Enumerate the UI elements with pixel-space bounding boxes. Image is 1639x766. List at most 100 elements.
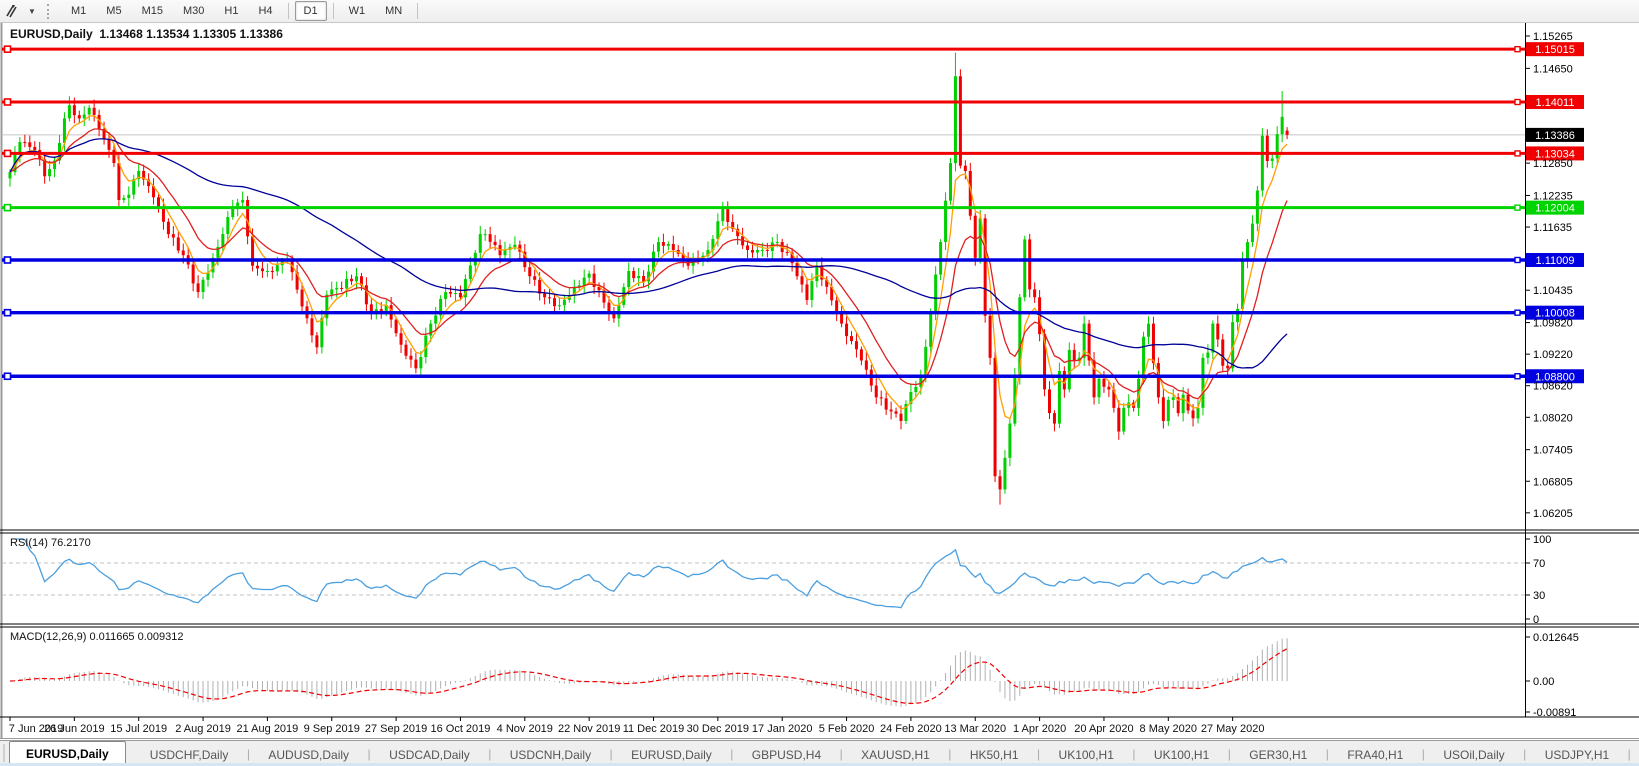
- tab-divider: |: [1421, 747, 1425, 761]
- y-axis-tick: 1.10435: [1533, 285, 1573, 297]
- ma-ema5: [9, 115, 1288, 420]
- x-axis-date: 20 Apr 2020: [1074, 723, 1133, 735]
- y-axis-tick: 1.06205: [1533, 508, 1573, 520]
- hline-handle: [1514, 309, 1521, 316]
- macd-axis-tick: -0.00891: [1533, 707, 1576, 719]
- chart-window[interactable]: EURUSD,Daily 1.13468 1.13534 1.13305 1.1…: [0, 23, 1639, 740]
- timeframe-button-h1[interactable]: H1: [224, 5, 239, 17]
- hline-handle: [3, 308, 12, 317]
- x-axis-date: 27 Sep 2019: [365, 723, 427, 735]
- tab-divider: |: [839, 747, 843, 761]
- timeframe-button-m30[interactable]: M30: [182, 5, 205, 17]
- y-axis-tick: 1.08620: [1533, 381, 1573, 393]
- tab-audusd-daily[interactable]: AUDUSD,Daily: [268, 747, 350, 762]
- y-axis-tick: 1.07405: [1533, 445, 1573, 457]
- window-bottom-strip: [0, 763, 1639, 766]
- x-axis-date: 13 Mar 2020: [944, 723, 1006, 735]
- price-level-badge: [1526, 369, 1584, 384]
- tab-usdcad-daily[interactable]: USDCAD,Daily: [389, 747, 470, 762]
- macd-axis-tick: 0.012645: [1533, 632, 1579, 644]
- chart-symbol: EURUSD,Daily: [10, 27, 93, 41]
- x-axis-date: 7 Jun 2019: [9, 723, 63, 735]
- svg-text:1.15015: 1.15015: [1535, 44, 1575, 56]
- y-axis-tick: 1.06805: [1533, 476, 1573, 488]
- tab-eurusd-daily[interactable]: EURUSD,Daily: [631, 747, 712, 762]
- timeframe-button-mn[interactable]: MN: [385, 5, 403, 17]
- rsi-axis-tick: 30: [1533, 590, 1545, 602]
- tab-usdcnh-daily[interactable]: USDCNH,Daily: [509, 747, 592, 762]
- tab-divider: |: [730, 747, 734, 761]
- tab-xauusd-h1[interactable]: XAUUSD,H1: [861, 747, 930, 762]
- hline-handle: [3, 256, 12, 264]
- macd-histogram: [14, 638, 1288, 707]
- tab-fra40-h1[interactable]: FRA40,H1: [1347, 747, 1404, 762]
- cursor-dropdown-arrow-icon[interactable]: ▼: [28, 6, 36, 16]
- tab-uk100-h1[interactable]: UK100,H1: [1058, 747, 1114, 762]
- tab-divider: |: [1227, 747, 1231, 761]
- macd-name: MACD(12,26,9): [10, 631, 87, 643]
- tabbar-grip[interactable]: [3, 744, 5, 762]
- macd-indicator-label: MACD(12,26,9) 0.011665 0.009312: [10, 631, 183, 643]
- tab-dj30-daily[interactable]: DJ30,Daily: [1633, 744, 1639, 764]
- svg-text:1.08800: 1.08800: [1535, 371, 1575, 383]
- svg-text:1.14011: 1.14011: [1536, 97, 1575, 109]
- svg-text:1.10008: 1.10008: [1535, 308, 1575, 320]
- rsi-axis-tick: 100: [1533, 534, 1551, 546]
- tab-uk100-h1[interactable]: UK100,H1: [1153, 747, 1210, 762]
- x-axis-date: 9 Sep 2019: [304, 723, 360, 735]
- svg-text:1.13034: 1.13034: [1535, 148, 1575, 160]
- y-axis-tick: 1.08020: [1533, 412, 1573, 424]
- hline-handle: [1514, 98, 1521, 106]
- rsi-value: 76.2170: [50, 537, 91, 549]
- tab-divider: |: [1627, 747, 1631, 761]
- svg-text:1.13386: 1.13386: [1535, 130, 1575, 142]
- timeframe-button-h4[interactable]: H4: [258, 5, 273, 17]
- hline-handle: [1514, 204, 1521, 211]
- hline-handle: [1514, 150, 1521, 157]
- toolbar-separator: [332, 3, 334, 19]
- chart-title: EURUSD,Daily 1.13468 1.13534 1.13305 1.1…: [10, 27, 283, 41]
- hline-handle: [3, 98, 12, 106]
- macd-values: 0.011665 0.009312: [89, 631, 184, 643]
- timeframe-button-m1[interactable]: M1: [71, 5, 87, 17]
- current-price-badge: [1526, 127, 1584, 142]
- tab-usdchf-daily[interactable]: USDCHF,Daily: [149, 747, 229, 762]
- timeframe-toolbar: ▼ M1 M5 M15 M30 H1 H4 D1 W1 MN: [0, 0, 1639, 23]
- tab-usoil-daily[interactable]: USOil,Daily: [1443, 747, 1505, 762]
- x-axis-date: 21 Aug 2019: [237, 723, 299, 735]
- y-axis-tick: 1.09220: [1533, 349, 1573, 361]
- timeframe-button-m15[interactable]: M15: [141, 5, 163, 17]
- y-axis-tick: 1.12235: [1533, 190, 1573, 202]
- toolbar-separator: [287, 3, 289, 19]
- timeframe-button-m5[interactable]: M5: [106, 5, 122, 17]
- y-axis-tick: 1.12850: [1533, 158, 1573, 170]
- tab-divider: |: [1132, 747, 1136, 761]
- toolbar-separator: [417, 3, 419, 19]
- price-level-badge: [1526, 95, 1584, 109]
- y-axis-tick: 1.11635: [1533, 222, 1572, 234]
- chart-ohlc-quote: 1.13468 1.13534 1.13305 1.13386: [99, 27, 283, 41]
- chart-cursor-glyph: [6, 5, 17, 18]
- price-level-badge: [1526, 252, 1584, 267]
- svg-text:1.12004: 1.12004: [1535, 203, 1575, 215]
- tab-hk50-h1[interactable]: HK50,H1: [969, 747, 1019, 762]
- tab-divider: |: [1325, 747, 1329, 761]
- svg-text:1.11009: 1.11009: [1536, 255, 1575, 267]
- tab-ger30-h1[interactable]: GER30,H1: [1249, 747, 1308, 762]
- timeframe-button-d1[interactable]: D1: [294, 1, 327, 21]
- hline-handle: [3, 149, 12, 158]
- tab-gbpusd-h4[interactable]: GBPUSD,H4: [751, 747, 822, 762]
- chart-cursor-icon[interactable]: [1, 2, 25, 20]
- toolbar-grip[interactable]: [47, 3, 55, 19]
- price-level-badge: [1526, 305, 1584, 320]
- timeframe-button-w1[interactable]: W1: [348, 5, 366, 17]
- hline-handle: [1514, 373, 1521, 380]
- tab-eurusd-daily[interactable]: EURUSD,Daily: [9, 741, 126, 764]
- x-axis-date: 15 Jul 2019: [110, 723, 167, 735]
- y-axis-tick: 1.09820: [1533, 318, 1573, 330]
- chart-canvas[interactable]: 1.15015 1.14011 1.13034 1.12004 1.11009 1.100…: [0, 23, 1639, 740]
- macd-axis-tick: 0.00: [1533, 676, 1554, 688]
- tab-usdjpy-h1[interactable]: USDJPY,H1: [1544, 747, 1610, 762]
- x-axis-date: 11 Dec 2019: [623, 723, 685, 735]
